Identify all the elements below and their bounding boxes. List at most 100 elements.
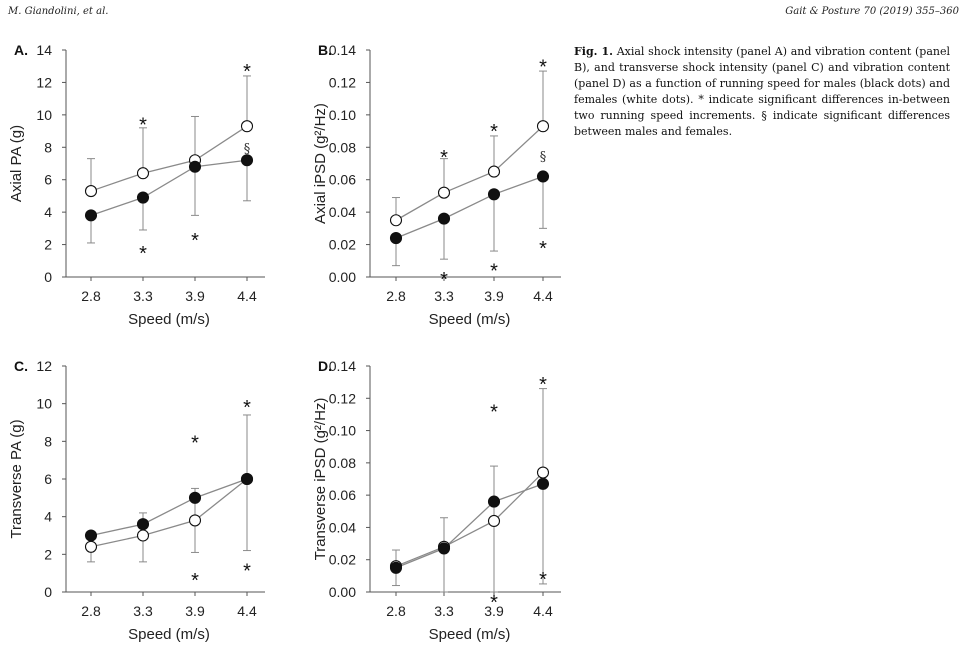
x-tick-label: 2.8 xyxy=(81,288,101,304)
y-axis-label: Transverse PA (g) xyxy=(8,419,25,538)
significance-marker: * xyxy=(440,147,448,169)
males-data-point xyxy=(136,518,150,531)
y-tick-label: 0.12 xyxy=(329,74,356,90)
y-tick-label: 0.00 xyxy=(329,269,356,285)
significance-marker: * xyxy=(539,374,547,396)
significance-marker: * xyxy=(539,56,547,78)
x-tick-label: 3.9 xyxy=(484,288,504,304)
females-data-point xyxy=(136,167,150,180)
y-tick-label: 0.04 xyxy=(329,204,356,220)
y-tick-label: 0.08 xyxy=(329,139,356,155)
males-data-point xyxy=(437,542,451,555)
y-tick-label: 12 xyxy=(36,358,52,374)
y-tick-label: 2 xyxy=(44,237,52,253)
y-tick-label: 0.12 xyxy=(329,390,356,406)
females-data-point xyxy=(487,514,501,528)
panel-label: C. xyxy=(14,358,28,374)
significance-marker: * xyxy=(243,61,251,83)
males-data-point xyxy=(437,212,451,225)
males-series-line xyxy=(90,159,248,217)
significance-marker: * xyxy=(490,401,498,423)
females-series-line xyxy=(90,125,248,192)
males-data-point xyxy=(389,232,403,245)
significance-marker: * xyxy=(440,269,448,291)
females-data-point xyxy=(84,185,98,198)
females-data-point xyxy=(84,540,98,553)
running-header-journal: Gait & Posture 70 (2019) 355–360 xyxy=(785,6,959,17)
males-series-line xyxy=(395,175,544,239)
females-data-point xyxy=(240,120,254,133)
x-tick-label: 3.3 xyxy=(133,603,153,619)
females-series-line xyxy=(395,125,544,221)
x-tick-label: 4.4 xyxy=(533,603,553,619)
x-tick-label: 3.9 xyxy=(185,288,205,304)
y-tick-label: 2 xyxy=(44,546,52,562)
females-series-line xyxy=(395,472,544,567)
y-axis-label: Axial iPSD (g²/Hz) xyxy=(312,103,329,224)
males-data-point xyxy=(84,529,98,542)
y-tick-label: 12 xyxy=(36,74,52,90)
x-tick-label: 2.8 xyxy=(386,603,406,619)
males-data-point xyxy=(536,477,550,490)
x-tick-label: 2.8 xyxy=(81,603,101,619)
females-data-point xyxy=(437,186,451,199)
sex-difference-marker: § xyxy=(540,149,547,164)
y-tick-label: 0.08 xyxy=(329,455,356,471)
significance-marker: * xyxy=(539,238,547,260)
males-data-point xyxy=(487,495,501,508)
y-tick-label: 0.14 xyxy=(329,358,356,374)
y-tick-label: 4 xyxy=(44,509,52,525)
figure-caption: Fig. 1. Axial shock intensity (panel A) … xyxy=(574,44,950,140)
y-tick-label: 6 xyxy=(44,172,52,188)
x-axis-label: Speed (m/s) xyxy=(128,311,210,328)
y-axis-label: Axial PA (g) xyxy=(8,125,25,202)
y-tick-label: 14 xyxy=(36,42,52,58)
y-tick-label: 6 xyxy=(44,471,52,487)
panel-b: 0.00 0.02 0.04 0.06 0.08 0.10 0.12 0.14 2.8 3.3 3.… xyxy=(312,42,561,328)
y-tick-label: 0.10 xyxy=(329,423,356,439)
y-tick-label: 0.02 xyxy=(329,552,356,568)
significance-marker: * xyxy=(139,243,147,265)
males-data-point xyxy=(536,170,550,183)
significance-marker: * xyxy=(191,230,199,252)
x-tick-label: 3.3 xyxy=(133,288,153,304)
males-data-point xyxy=(240,472,254,486)
significance-marker: * xyxy=(139,115,147,137)
x-tick-label: 3.9 xyxy=(185,603,205,619)
x-tick-label: 3.3 xyxy=(434,288,454,304)
females-data-point xyxy=(389,214,403,227)
x-tick-label: 3.9 xyxy=(484,603,504,619)
caption-lead: Fig. 1. xyxy=(574,45,614,58)
y-tick-label: 0.14 xyxy=(329,42,356,58)
y-tick-label: 0.06 xyxy=(329,487,356,503)
panel-c: 0 2 4 6 8 10 12 2.8 3.3 3.9 4.4 Speed (m/s) Transver… xyxy=(8,358,265,643)
x-tick-label: 4.4 xyxy=(237,603,257,619)
panel-label: D. xyxy=(318,358,332,374)
x-tick-label: 4.4 xyxy=(533,288,553,304)
y-tick-label: 8 xyxy=(44,433,52,449)
y-tick-label: 0.06 xyxy=(329,172,356,188)
males-data-point xyxy=(240,154,254,167)
y-tick-label: 0 xyxy=(44,269,52,285)
significance-marker: * xyxy=(243,561,251,583)
males-series-line xyxy=(395,483,544,569)
x-tick-label: 2.8 xyxy=(386,288,406,304)
males-series-line xyxy=(90,478,248,537)
y-tick-label: 0.02 xyxy=(329,237,356,253)
significance-marker: * xyxy=(539,569,547,591)
x-axis-label: Speed (m/s) xyxy=(429,626,511,643)
significance-marker: * xyxy=(490,121,498,143)
sex-difference-marker: § xyxy=(244,141,251,156)
x-axis-label: Speed (m/s) xyxy=(128,626,210,643)
males-data-point xyxy=(389,561,403,574)
females-data-point xyxy=(536,120,550,133)
females-data-point xyxy=(136,529,150,542)
y-axis-label: Transverse iPSD (g²/Hz) xyxy=(312,398,329,561)
panel-label: A. xyxy=(14,42,28,58)
y-tick-label: 4 xyxy=(44,204,52,220)
y-tick-label: 0.00 xyxy=(329,584,356,600)
x-axis-label: Speed (m/s) xyxy=(429,311,511,328)
y-tick-label: 10 xyxy=(36,107,52,123)
significance-marker: * xyxy=(243,397,251,419)
